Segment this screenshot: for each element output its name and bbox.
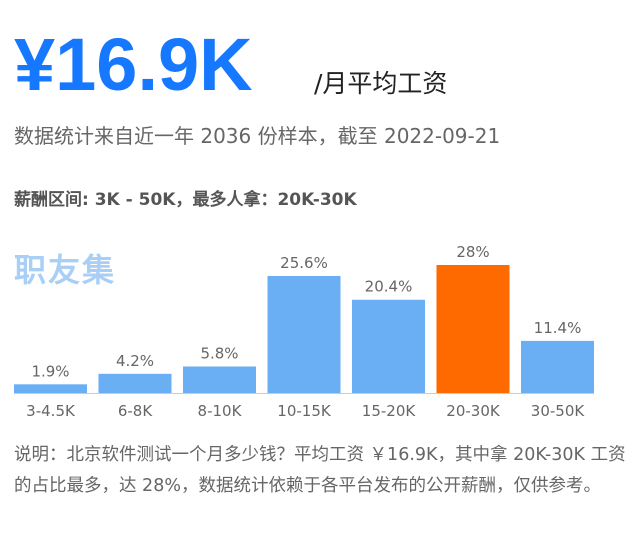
salary-distribution-chart: 1.9% 3-4.5K 4.2% 6-8K 5.8% 8-10K 25.6% 10-15K 20… [14,243,594,420]
average-salary-value: ¥16.9K [14,23,253,106]
bar-30-50K [521,340,594,393]
explanation-note: 说明：北京软件测试一个月多少钱？平均工资 ￥16.9K，其中拿 20K-30K … [14,445,626,496]
bar-value-label: 11.4% [534,319,582,337]
category-tick-label: 30-50K [531,402,586,420]
bar-value-label: 1.9% [31,362,69,380]
bar-3-4.5K [14,384,87,393]
category-tick-label: 15-20K [362,402,417,420]
bar-value-label: 25.6% [280,254,328,272]
bar-10-15K [267,275,341,393]
bar-15-20K [352,299,425,393]
category-tick-label: 3-4.5K [26,402,76,420]
category-tick-label: 10-15K [277,402,332,420]
bar-value-label: 4.2% [116,352,154,370]
salary-range-summary: 薪酬区间: 3K - 50K，最多人拿：20K-30K [14,190,357,210]
category-tick-label: 20-30K [446,402,501,420]
bar-value-label: 5.8% [200,344,238,362]
bar-value-label: 20.4% [365,278,413,296]
bar-6-8K [98,373,172,393]
salary-unit-label: /月平均工资 [314,69,448,98]
bar-8-10K [183,366,256,393]
watermark-logo: 职友集 [14,251,117,289]
bar-20-30K [436,265,510,393]
sample-info: 数据统计来自近一年 2036 份样本，截至 2022-09-21 [14,124,501,148]
category-tick-label: 8-10K [198,402,243,420]
category-tick-label: 6-8K [118,402,153,420]
bar-value-label: 28% [456,243,489,261]
